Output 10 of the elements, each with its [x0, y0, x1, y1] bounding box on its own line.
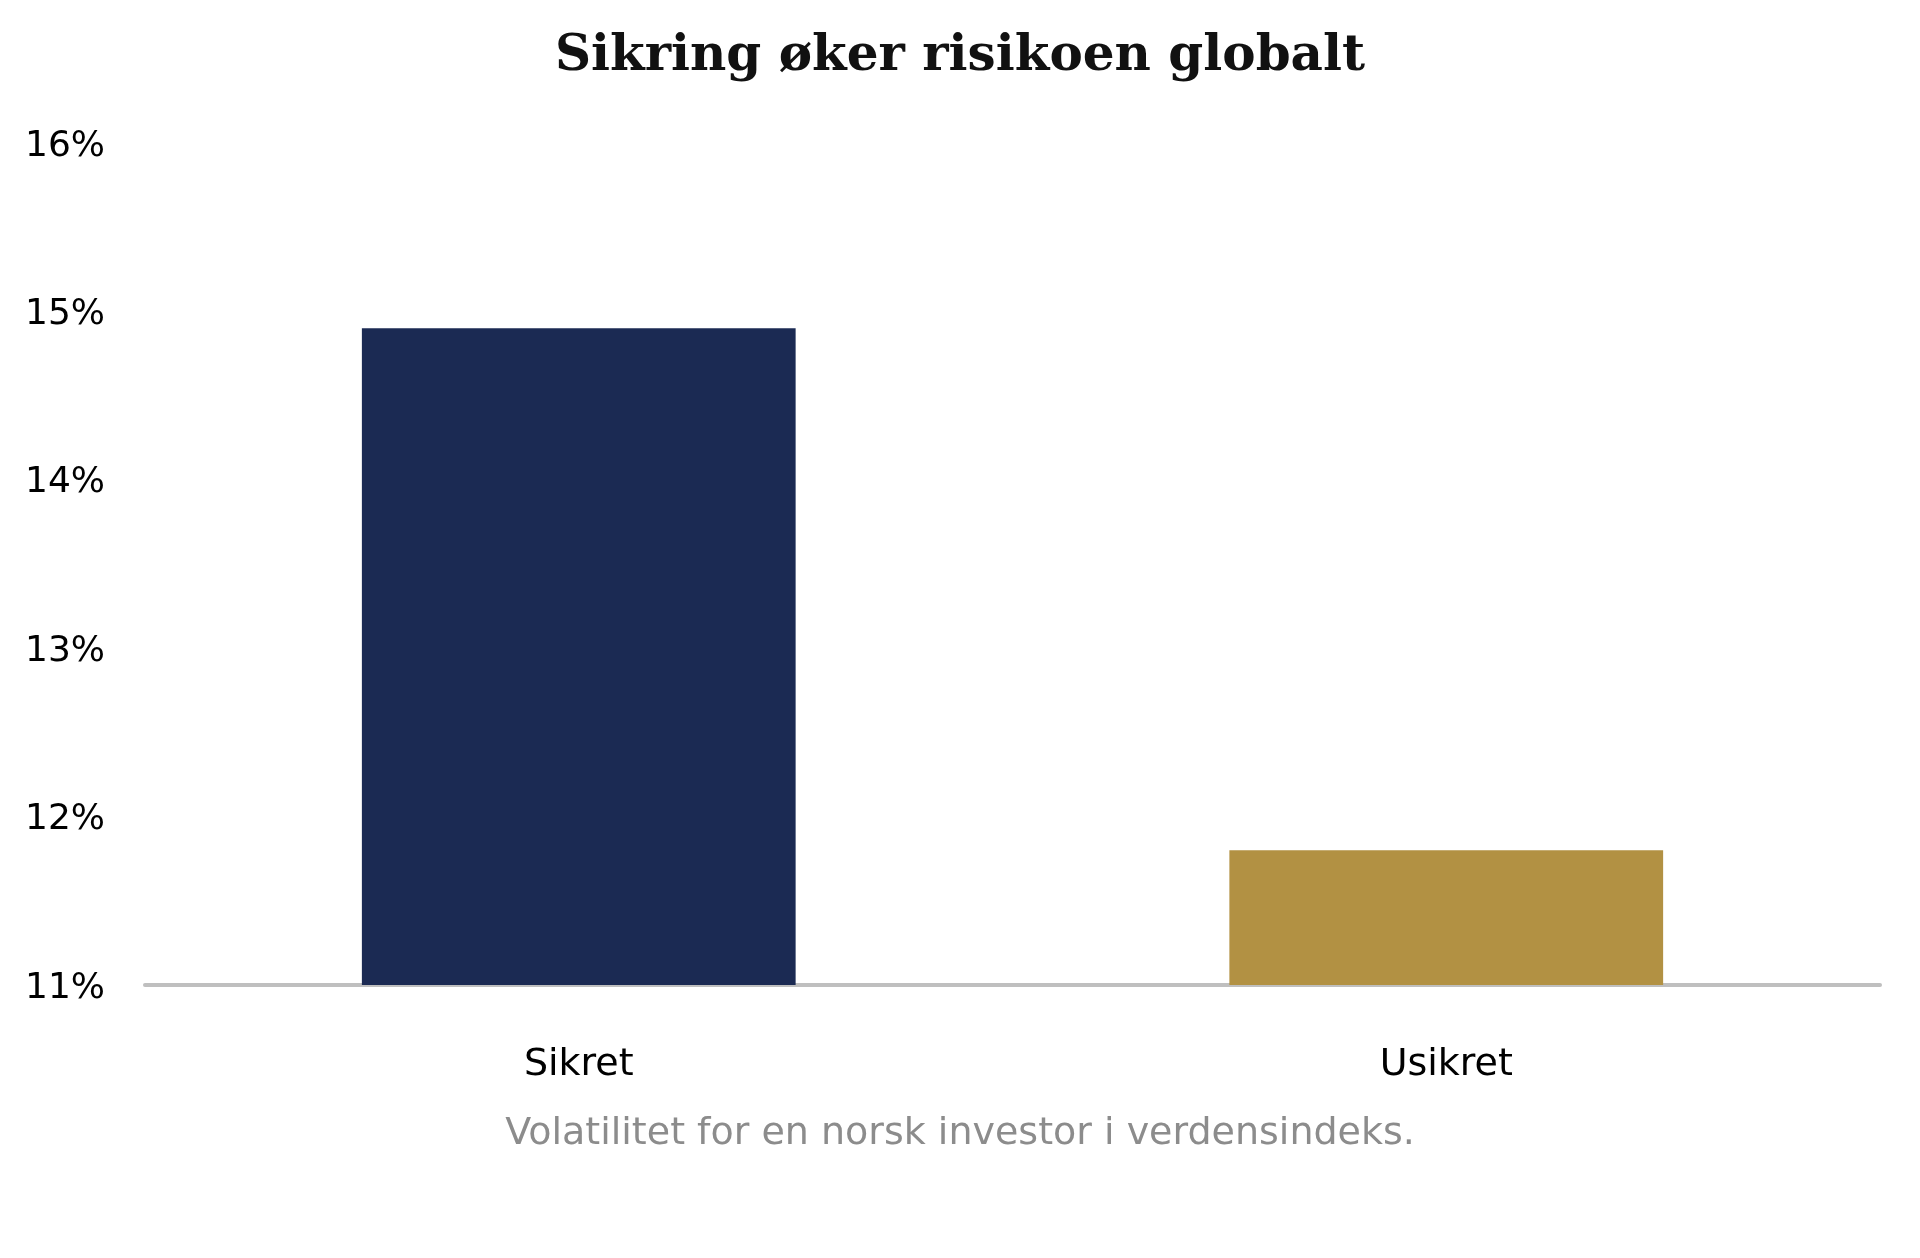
y-tick-label: 12%	[24, 796, 105, 838]
text: Volatilitet for en norsk investor i verdensindeks.	[505, 1109, 1415, 1153]
y-tick-label: 16%	[24, 122, 105, 164]
y-tick-label: 13%	[24, 627, 105, 669]
chart-title: Sikring øker risikoen globalt	[554, 22, 1366, 82]
y-tick-label: 14%	[24, 459, 105, 501]
x-tick-label: Sikret	[523, 1040, 634, 1084]
y-tick-label: 11%	[24, 964, 105, 1006]
y-tick-label: 15%	[24, 290, 105, 332]
x-tick-label: Usikret	[1379, 1040, 1513, 1084]
